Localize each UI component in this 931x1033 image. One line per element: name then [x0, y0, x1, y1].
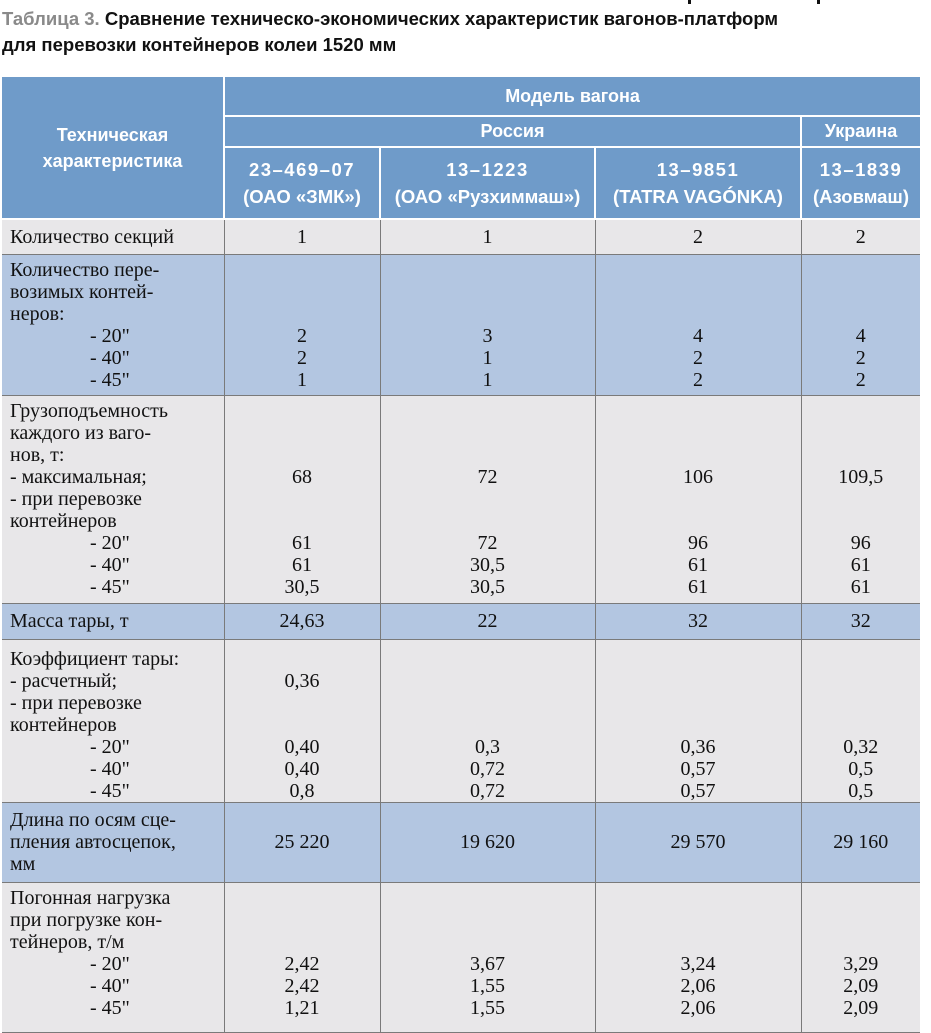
table-cell: 3,29 2,09 2,09 — [801, 882, 921, 1033]
caption-title-line1: Сравнение техническо-экономических харак… — [104, 8, 779, 29]
table-cell: 2 — [595, 219, 802, 255]
table-cell: 72 72 30,5 30,5 — [380, 395, 596, 604]
row-label: Коэффициент тары: - расчетный; - при пер… — [2, 639, 225, 803]
table-row: Количество секций 1 1 2 2 — [2, 219, 921, 255]
model-header: 23–469–07 (ОАО «ЗМК») — [224, 147, 381, 220]
table-cell: 22 — [380, 603, 596, 640]
row-label: Грузоподъемность каждого из ваго- нов, т… — [2, 395, 225, 604]
table-cell: 0,32 0,5 0,5 — [801, 639, 921, 803]
model-header: 13–9851 (TATRA VAGÓNKA) — [595, 147, 802, 220]
table-cell: 25 220 — [224, 802, 381, 883]
model-header: 13–1223 (ОАО «Рузхиммаш») — [380, 147, 596, 220]
table-cell: 68 61 61 30,5 — [224, 395, 381, 604]
table-cell: 24,63 — [224, 603, 381, 640]
table-cell: 106 96 61 61 — [595, 395, 802, 604]
top-edge-marks — [0, 0, 931, 6]
table-cell: 1 — [380, 219, 596, 255]
table-cell: 32 — [595, 603, 802, 640]
table-cell: 29 160 — [801, 802, 921, 883]
comparison-table: Техническая характеристика Модель вагона… — [2, 77, 921, 1033]
table-row: Длина по осям сце- пления автосцепок, мм… — [2, 802, 921, 883]
table-cell: 1 — [224, 219, 381, 255]
group-header: Модель вагона — [224, 77, 921, 117]
table-caption: Таблица 3. Сравнение техническо-экономич… — [2, 6, 927, 58]
row-label: Погонная нагрузка при погрузке кон- тейн… — [2, 882, 225, 1033]
table-cell: 19 620 — [380, 802, 596, 883]
table-row: Грузоподъемность каждого из ваго- нов, т… — [2, 395, 921, 604]
table-row: Коэффициент тары: - расчетный; - при пер… — [2, 639, 921, 803]
table-row: Количество пере- возимых контей- неров: … — [2, 254, 921, 396]
table-row: Масса тары, т 24,63 22 32 32 — [2, 603, 921, 640]
country-ukraine: Украина — [801, 116, 921, 148]
row-header: Техническая характеристика — [2, 77, 225, 220]
country-russia: Россия — [224, 116, 802, 148]
table-cell: 109,5 96 61 61 — [801, 395, 921, 604]
table-cell: 3,67 1,55 1,55 — [380, 882, 596, 1033]
caption-title-line2: для перевозки контейнеров колеи 1520 мм — [2, 34, 397, 55]
table-cell: 0,3 0,72 0,72 — [380, 639, 596, 803]
row-label: Масса тары, т — [2, 603, 225, 640]
row-label: Количество пере- возимых контей- неров: … — [2, 254, 225, 396]
table-cell: 32 — [801, 603, 921, 640]
model-header: 13–1839 (Азовмаш) — [801, 147, 921, 220]
table-cell: 0,36 0,40 0,40 0,8 — [224, 639, 381, 803]
caption-label: Таблица 3. — [2, 8, 100, 29]
table-cell: 0,36 0,57 0,57 — [595, 639, 802, 803]
table-cell: 3,24 2,06 2,06 — [595, 882, 802, 1033]
table-cell: 2,42 2,42 1,21 — [224, 882, 381, 1033]
row-label: Длина по осям сце- пления автосцепок, мм — [2, 802, 225, 883]
row-label: Количество секций — [2, 219, 225, 255]
table-cell: 2 — [801, 219, 921, 255]
table-row: Погонная нагрузка при погрузке кон- тейн… — [2, 882, 921, 1033]
table-cell: 29 570 — [595, 802, 802, 883]
